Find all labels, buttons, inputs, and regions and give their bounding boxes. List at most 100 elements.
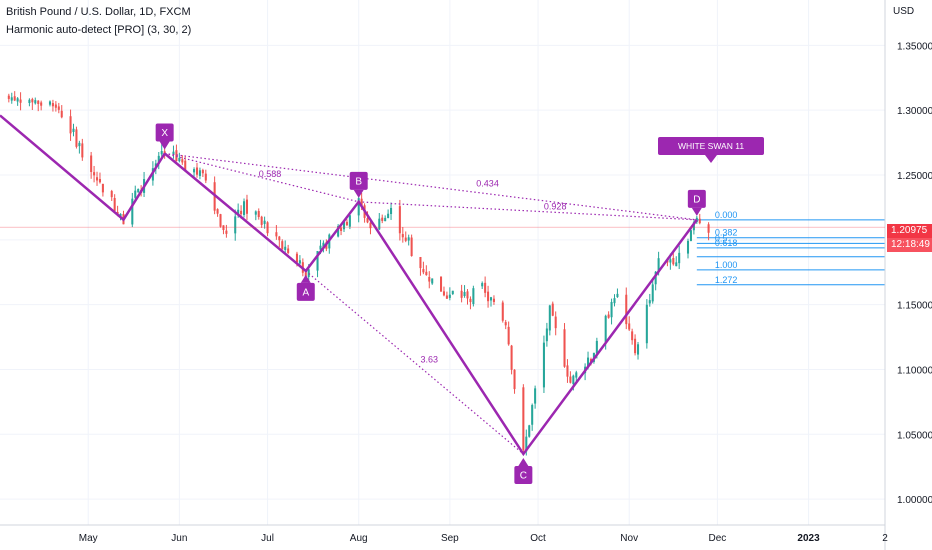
candle-body [563, 329, 566, 367]
candle-body [31, 99, 34, 103]
candle-body [575, 372, 578, 378]
candle-body [284, 246, 287, 251]
candle-body [531, 405, 534, 425]
candle-body [222, 225, 225, 231]
pattern-detected-banner: WHITE SWAN 11 DETECTED [658, 137, 764, 169]
candle-body [278, 236, 281, 241]
fib-level-label: 0.618 [715, 238, 738, 248]
candle-body [275, 232, 278, 237]
point-pointer-icon [691, 207, 702, 216]
candle-body [554, 316, 557, 329]
candle-body [137, 189, 140, 193]
pattern-point-a: A [296, 274, 315, 301]
candle-body [360, 198, 363, 207]
candle-body [13, 96, 16, 101]
candle-body [160, 151, 163, 155]
pattern-legs [163, 152, 698, 457]
candle-body [548, 305, 551, 331]
candle-body [634, 338, 637, 354]
candle-body [469, 298, 472, 303]
candle-body [607, 314, 610, 318]
point-marker [349, 171, 368, 190]
candle-body [295, 253, 298, 263]
x-tick-label: Aug [350, 533, 368, 544]
candle-body [240, 210, 243, 215]
candle-body [448, 294, 451, 298]
harmonic-pattern: 0.588 0.434 0.928 3.63 [0, 114, 698, 457]
candle-body [254, 211, 257, 215]
candle-body [304, 272, 307, 277]
candle-body [195, 167, 199, 175]
pattern-point-labels: X A B C D [155, 123, 706, 484]
price-axis-currency[interactable]: USD [893, 6, 915, 17]
point-label: B [355, 176, 362, 187]
candle-body [340, 227, 343, 231]
ratio-line [164, 152, 359, 203]
candle-body [484, 282, 487, 293]
candle-body [501, 302, 504, 321]
candle-body [440, 276, 443, 292]
candle-body [631, 331, 634, 341]
candle-body [431, 278, 434, 284]
candle-body [40, 102, 43, 106]
ratio-label: 3.63 [420, 354, 438, 364]
candle-body [604, 315, 607, 343]
candle-body [613, 298, 616, 304]
y-tick-label: 1.35000 [897, 41, 932, 52]
candle-body [69, 116, 72, 134]
candle-body [19, 99, 22, 103]
candle-body [384, 217, 387, 222]
candle-body [492, 298, 495, 302]
candle-body [90, 155, 93, 173]
candle-body [366, 218, 369, 223]
point-marker [296, 282, 315, 301]
pattern-point-c: C [514, 457, 533, 484]
candle-body [410, 237, 413, 256]
x-tick-label: Jun [171, 533, 187, 544]
candle-body [489, 297, 493, 301]
candle-body [342, 220, 346, 230]
pattern-point-b: B [349, 171, 368, 198]
point-pointer-icon [353, 189, 364, 198]
fib-level-label: 1.000 [715, 260, 738, 270]
pattern-lead-in-line [0, 114, 166, 222]
candle-body [404, 237, 407, 241]
y-tick-label: 1.30000 [897, 106, 932, 117]
candle-body [48, 101, 52, 105]
candle-body [625, 294, 628, 325]
candle-body [81, 143, 84, 158]
candle-body [442, 291, 445, 296]
candle-body [54, 104, 57, 108]
point-marker [687, 189, 706, 208]
candle-body [534, 388, 537, 404]
candle-body [95, 177, 99, 181]
candle-body [398, 206, 401, 234]
candle-body [257, 210, 260, 218]
candle-body [287, 248, 290, 253]
candle-body [513, 369, 516, 390]
point-label: C [520, 470, 527, 481]
ratio-line [164, 152, 697, 221]
point-marker [155, 123, 174, 142]
point-label: X [161, 128, 168, 139]
candle-body [281, 241, 284, 250]
candle-body [698, 218, 701, 224]
point-pointer-icon [300, 274, 311, 283]
candle-body [131, 198, 134, 225]
indicator-legend[interactable]: Harmonic auto-detect [PRO] (3, 30, 2) [6, 24, 192, 36]
candle-body [298, 260, 301, 264]
candle-body [487, 291, 490, 302]
candle-body [566, 365, 569, 377]
candle-body [243, 201, 246, 215]
candle-body [98, 179, 101, 183]
ratio-line [305, 270, 524, 455]
candle-body [7, 95, 10, 99]
chart-title[interactable]: British Pound / U.S. Dollar, 1D, FXCM [6, 6, 191, 18]
candle-body [16, 98, 19, 102]
candle-body [175, 150, 178, 162]
candle-body [237, 209, 240, 215]
candle-body [422, 269, 425, 273]
